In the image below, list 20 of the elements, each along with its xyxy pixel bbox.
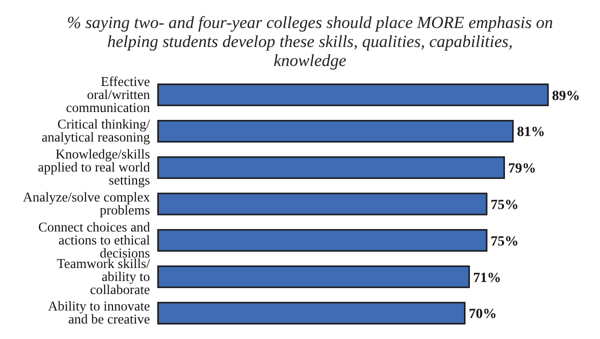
bar <box>157 229 488 252</box>
data-label: 70% <box>468 307 497 322</box>
bar <box>157 192 488 216</box>
bar <box>157 302 466 324</box>
data-label: 75% <box>490 234 519 250</box>
y-tick-label: Knowledge/skills applied to real world settings <box>38 146 150 188</box>
y-tick-label: Analyze/solve complex problems <box>22 190 150 218</box>
y-tick-label: Ability to innovate and be creative <box>48 298 150 327</box>
chart-subtitle: % saying two- and four-year colleges should place MORE emphasis on helping students develop these skills, qualities, capabilities, knowledge <box>67 13 553 70</box>
bar <box>157 265 470 288</box>
data-label: 75% <box>490 198 519 213</box>
bar <box>157 120 514 143</box>
bar <box>157 156 505 179</box>
y-tick-label: Effective oral/written communication <box>66 74 150 115</box>
bar <box>157 84 549 106</box>
data-label: 71% <box>473 270 502 286</box>
data-label: 89% <box>552 88 580 104</box>
data-label: 79% <box>508 162 536 177</box>
data-label: 81% <box>516 125 545 140</box>
y-tick-label: Critical thinking/ analytical reasoning <box>42 116 150 145</box>
